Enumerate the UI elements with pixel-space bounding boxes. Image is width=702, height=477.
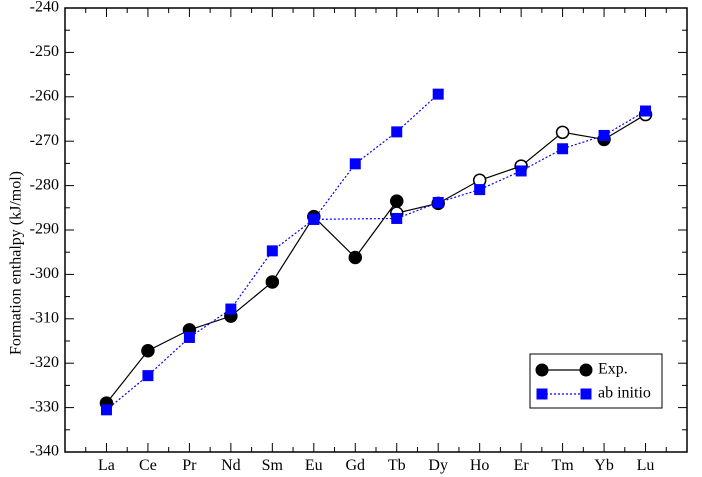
legend-marker bbox=[580, 388, 592, 400]
data-point-dy bbox=[432, 196, 444, 208]
data-point-lu bbox=[640, 105, 652, 117]
x-tick-label-yb: Yb bbox=[594, 457, 614, 474]
data-point-nd bbox=[225, 303, 237, 315]
y-tick-label: -270 bbox=[30, 132, 59, 149]
data-point-yb bbox=[598, 129, 610, 141]
data-point-gd bbox=[349, 158, 361, 170]
data-point-sm bbox=[266, 245, 278, 257]
y-tick-label: -250 bbox=[30, 43, 59, 60]
x-tick-label-nd: Nd bbox=[221, 457, 241, 474]
y-tick-label: -300 bbox=[30, 265, 59, 282]
legend-marker bbox=[535, 363, 549, 377]
y-tick-label: -280 bbox=[30, 176, 59, 193]
x-axis: La Ce Pr Nd Sm Eu Gd Tb Dy Ho Er Tm Yb Lu bbox=[85, 8, 667, 474]
y-tick-label: -340 bbox=[30, 443, 59, 460]
legend-label-ab-initio: ab initio bbox=[598, 385, 651, 402]
legend: Exp. ab initio bbox=[529, 353, 663, 409]
data-point-tb bbox=[391, 126, 403, 138]
x-tick-label-tm: Tm bbox=[551, 457, 574, 474]
data-point-dy bbox=[432, 88, 444, 100]
legend-marker bbox=[536, 388, 548, 400]
series-ab-initio-branch bbox=[308, 88, 444, 225]
data-point-tb bbox=[391, 212, 403, 224]
x-tick-label-ce: Ce bbox=[139, 457, 157, 474]
x-tick-label-lu: Lu bbox=[637, 457, 655, 474]
data-point-gd bbox=[348, 250, 363, 265]
legend-marker bbox=[579, 363, 593, 377]
data-point-eu bbox=[308, 213, 320, 225]
y-tick-label: -290 bbox=[30, 221, 59, 238]
legend-box bbox=[529, 353, 663, 409]
x-tick-label-pr: Pr bbox=[182, 457, 197, 474]
data-point-ho bbox=[474, 184, 486, 196]
data-point-pr bbox=[183, 331, 195, 343]
x-tick-label-ho: Ho bbox=[470, 457, 490, 474]
series-layer bbox=[99, 88, 653, 416]
data-point-tm-open bbox=[555, 125, 570, 140]
x-tick-label-dy: Dy bbox=[428, 457, 448, 474]
y-tick-label: -320 bbox=[30, 354, 59, 371]
series-line bbox=[313, 93, 439, 220]
data-point-er bbox=[515, 165, 527, 177]
series-exp- bbox=[99, 107, 653, 410]
x-tick-label-tb: Tb bbox=[388, 457, 406, 474]
data-point-sm bbox=[265, 275, 280, 289]
x-tick-label-eu: Eu bbox=[305, 457, 323, 474]
x-tick-label-la: La bbox=[98, 457, 115, 474]
y-tick-label: -310 bbox=[30, 309, 59, 326]
data-point-ce bbox=[142, 370, 154, 382]
data-point-ce bbox=[141, 344, 155, 358]
data-point-la bbox=[100, 404, 112, 416]
x-tick-label-sm: Sm bbox=[262, 457, 284, 474]
y-axis: -340 -330 -320 -310 -300 -290 -280 -270 -260 -250… bbox=[30, 0, 687, 460]
y-tick-label: -240 bbox=[30, 0, 59, 16]
y-axis-title: Formation enthalpy (kJ/mol) bbox=[8, 171, 25, 355]
y-tick-label: -260 bbox=[30, 87, 59, 104]
x-tick-label-gd: Gd bbox=[345, 457, 365, 474]
y-tick-label: -330 bbox=[30, 398, 59, 415]
data-point-tm bbox=[557, 143, 569, 155]
legend-label-exp-: Exp. bbox=[598, 361, 628, 378]
x-tick-label-er: Er bbox=[514, 457, 530, 474]
data-point-tb bbox=[389, 194, 404, 208]
